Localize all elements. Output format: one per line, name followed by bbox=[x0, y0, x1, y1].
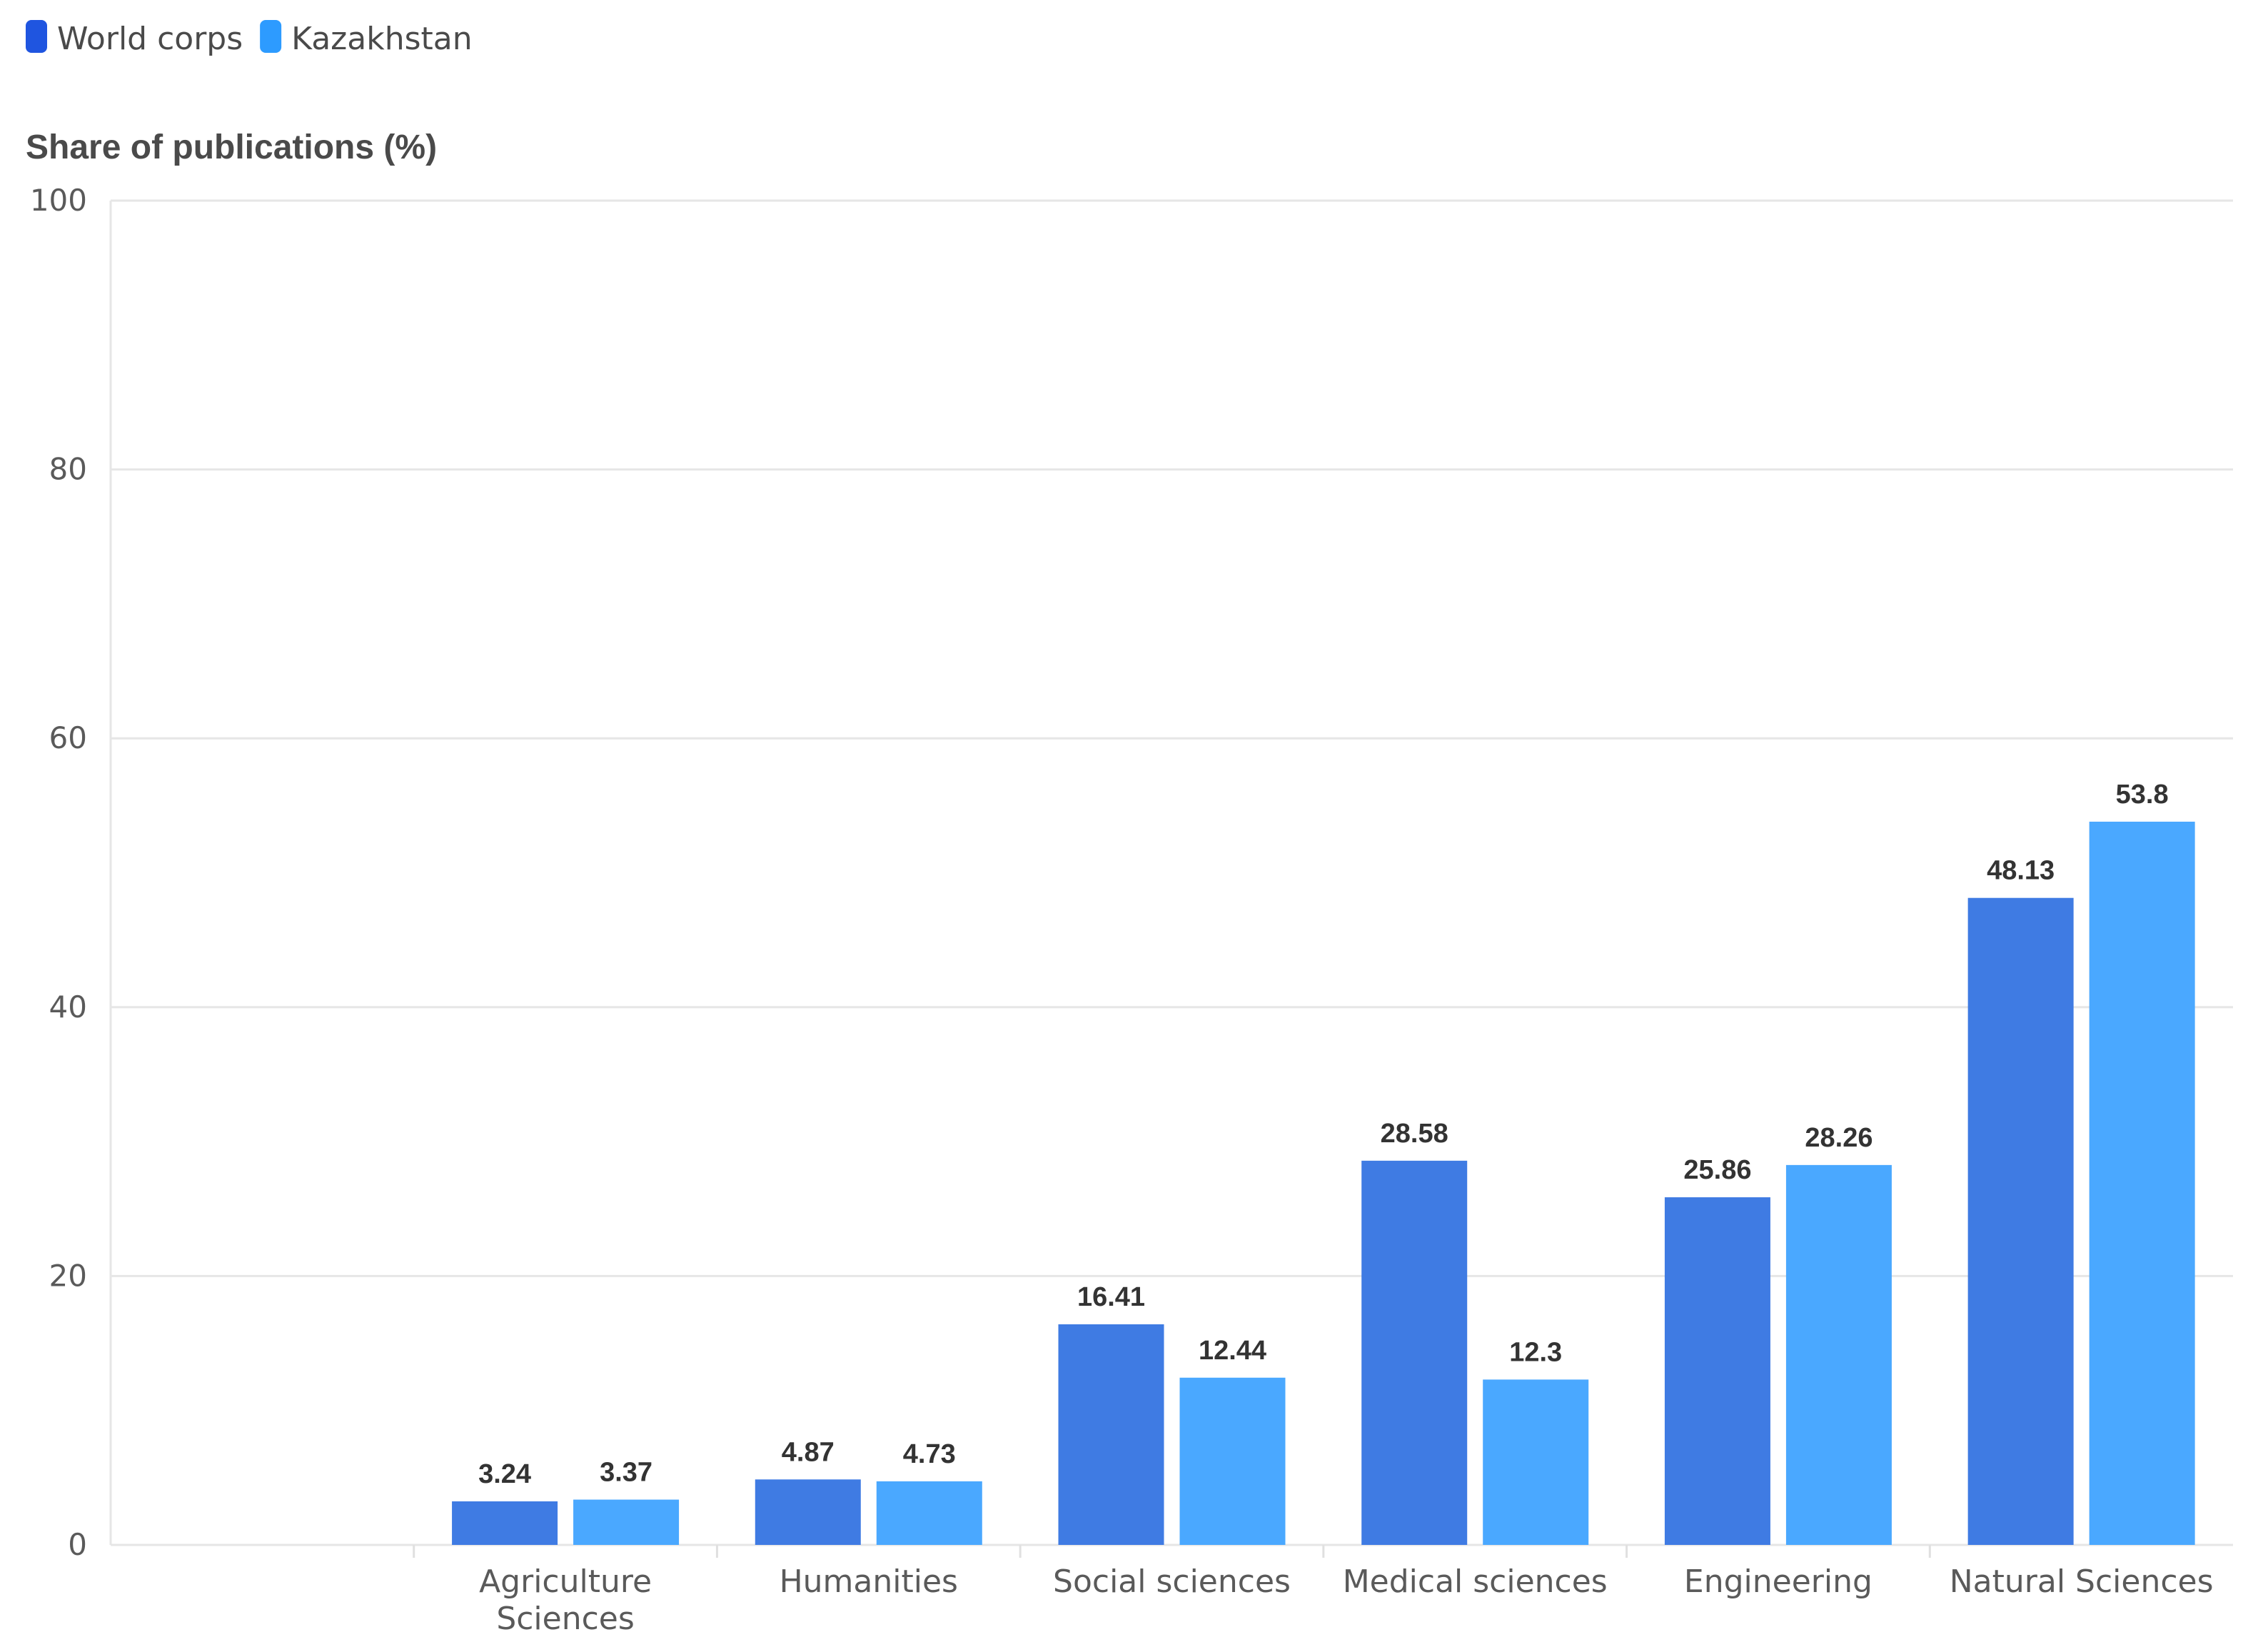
data-label: 12.3 bbox=[1509, 1337, 1562, 1367]
x-category-label: Natural Sciences bbox=[1950, 1563, 2214, 1600]
bar bbox=[1483, 1379, 1589, 1545]
y-tick-label: 80 bbox=[49, 452, 87, 487]
bars bbox=[452, 821, 2195, 1545]
data-label: 3.24 bbox=[478, 1459, 531, 1489]
data-label: 16.41 bbox=[1077, 1282, 1145, 1312]
data-label: 4.87 bbox=[782, 1437, 835, 1467]
x-category-label: Sciences bbox=[496, 1601, 635, 1637]
y-tick-label: 0 bbox=[68, 1527, 87, 1562]
bar bbox=[573, 1499, 680, 1545]
data-label: 28.26 bbox=[1805, 1123, 1873, 1153]
x-category-label: Engineering bbox=[1684, 1563, 1873, 1600]
legend-swatch bbox=[26, 20, 47, 53]
data-labels: 3.24 3.37 4.87 4.73 16.41 12.44 28.58 12.3 25.86… bbox=[478, 780, 2169, 1489]
bar bbox=[2089, 821, 2195, 1545]
legend-label: Kazakhstan bbox=[291, 21, 473, 57]
x-category-label: Humanities bbox=[780, 1563, 958, 1600]
data-label: 25.86 bbox=[1683, 1155, 1751, 1185]
gridlines bbox=[109, 199, 2233, 1546]
data-label: 28.58 bbox=[1381, 1119, 1448, 1149]
y-axis-title: Share of publications (%) bbox=[26, 129, 437, 166]
data-label: 53.8 bbox=[2116, 780, 2169, 810]
x-category-label: Agriculture bbox=[479, 1563, 652, 1600]
bar bbox=[1785, 1164, 1892, 1545]
bar bbox=[876, 1481, 982, 1545]
bar bbox=[1179, 1377, 1286, 1545]
bar bbox=[1967, 897, 2074, 1545]
data-label: 12.44 bbox=[1199, 1336, 1266, 1366]
bar bbox=[1361, 1160, 1468, 1545]
x-category-label: Medical sciences bbox=[1343, 1563, 1608, 1600]
bar bbox=[755, 1479, 861, 1545]
y-tick-label: 100 bbox=[30, 183, 87, 218]
x-category-label: Social sciences bbox=[1053, 1563, 1291, 1600]
y-tick-label: 60 bbox=[49, 720, 87, 755]
y-tick-label: 20 bbox=[49, 1258, 87, 1293]
legend-label: World corps bbox=[57, 21, 243, 57]
data-label: 4.73 bbox=[903, 1439, 956, 1469]
legend-swatch bbox=[260, 20, 282, 53]
bar bbox=[1058, 1324, 1164, 1545]
legend: World corps Kazakhstan bbox=[26, 20, 473, 57]
bar bbox=[1664, 1197, 1770, 1545]
data-label: 3.37 bbox=[600, 1458, 652, 1488]
data-label: 48.13 bbox=[1987, 856, 2055, 886]
y-axis-ticks: 0 20 40 60 80 100 bbox=[30, 183, 87, 1562]
bar bbox=[452, 1501, 558, 1545]
y-tick-label: 40 bbox=[49, 989, 87, 1024]
